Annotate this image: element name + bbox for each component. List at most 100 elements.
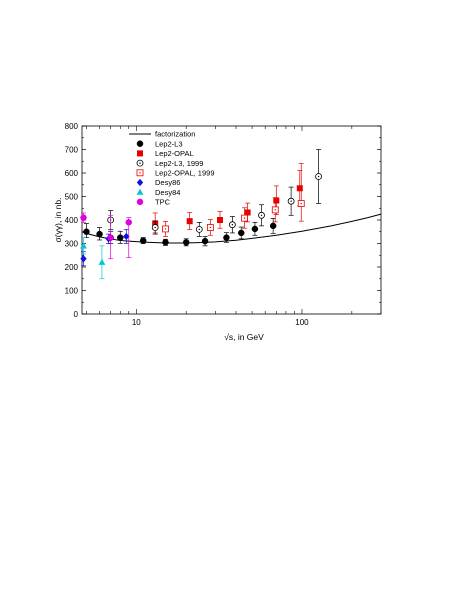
marker-shape bbox=[139, 237, 147, 244]
data-point bbox=[201, 236, 209, 247]
point-marker bbox=[258, 211, 265, 219]
data-point bbox=[228, 216, 236, 234]
legend-label: TPC bbox=[155, 198, 171, 207]
y-axis-ticks: 0 100 200 300 400 500 600 700 800 bbox=[65, 122, 381, 319]
marker-shape bbox=[83, 228, 90, 235]
marker-shape bbox=[125, 219, 132, 226]
marker-shape bbox=[136, 178, 144, 187]
series-lep2-opal-1999 bbox=[162, 163, 305, 237]
point-marker bbox=[195, 225, 203, 233]
marker-dot bbox=[300, 202, 302, 205]
data-point bbox=[251, 222, 259, 236]
legend-label: Lep2-L3 bbox=[155, 139, 183, 148]
data-point bbox=[123, 229, 130, 244]
data-point bbox=[297, 163, 305, 222]
marker-shape bbox=[216, 217, 223, 223]
data-point bbox=[98, 245, 106, 280]
point-marker bbox=[123, 232, 130, 241]
data-point bbox=[269, 218, 277, 234]
y-tick-label: 800 bbox=[65, 122, 79, 131]
x-axis-title: √s, in GeV bbox=[224, 332, 264, 342]
point-marker bbox=[269, 222, 277, 230]
marker-shape bbox=[182, 239, 190, 246]
marker-dot bbox=[209, 226, 212, 229]
point-marker bbox=[271, 206, 279, 214]
point-marker bbox=[273, 197, 280, 204]
marker-shape bbox=[136, 188, 144, 195]
point-marker bbox=[223, 234, 230, 241]
point-marker bbox=[117, 234, 124, 241]
legend-label: Desy86 bbox=[155, 178, 180, 187]
marker-shape bbox=[273, 197, 280, 204]
y-tick-label: 0 bbox=[74, 310, 79, 319]
point-marker bbox=[80, 214, 87, 221]
point-marker bbox=[80, 255, 87, 263]
x-axis-ticks: 10 100 bbox=[86, 126, 382, 327]
data-points-layer bbox=[80, 149, 322, 280]
data-point bbox=[80, 237, 87, 255]
data-point bbox=[182, 238, 190, 247]
point-marker bbox=[151, 224, 159, 231]
point-marker bbox=[139, 237, 147, 244]
legend-marker bbox=[136, 188, 144, 195]
legend-label: Lep2-OPAL, 1999 bbox=[155, 169, 215, 178]
point-marker bbox=[182, 239, 190, 246]
marker-shape bbox=[136, 140, 144, 147]
point-marker bbox=[296, 185, 303, 192]
marker-shape bbox=[162, 239, 169, 246]
y-tick-label: 100 bbox=[65, 287, 79, 296]
legend-item: TPC bbox=[136, 198, 171, 207]
marker-dot bbox=[231, 224, 234, 226]
legend-item: Lep2-OPAL bbox=[137, 149, 194, 158]
point-marker bbox=[216, 217, 223, 223]
point-marker bbox=[98, 258, 106, 265]
data-point bbox=[80, 212, 87, 223]
data-point bbox=[216, 211, 223, 229]
legend-item: Desy86 bbox=[136, 178, 180, 187]
y-tick-label: 500 bbox=[65, 193, 79, 202]
data-point bbox=[241, 207, 248, 229]
marker-shape bbox=[251, 225, 259, 233]
marker-dot bbox=[139, 172, 141, 174]
point-marker bbox=[251, 225, 259, 233]
point-marker bbox=[83, 228, 90, 235]
marker-shape bbox=[107, 234, 114, 241]
series-desy86 bbox=[80, 229, 130, 267]
legend-marker bbox=[136, 169, 144, 177]
y-tick-label: 700 bbox=[65, 146, 79, 155]
marker-shape bbox=[137, 150, 143, 157]
legend-item: factorization bbox=[129, 130, 195, 139]
legend-item: Lep2-L3, 1999 bbox=[136, 159, 203, 168]
legend-label: Desy84 bbox=[155, 188, 180, 197]
marker-shape bbox=[237, 229, 245, 237]
series-desy84 bbox=[80, 237, 106, 280]
data-point bbox=[315, 149, 322, 204]
y-tick-label: 600 bbox=[65, 169, 79, 178]
data-point bbox=[107, 214, 114, 260]
data-point bbox=[151, 220, 159, 235]
marker-shape bbox=[98, 258, 106, 265]
marker-shape bbox=[80, 214, 87, 221]
marker-shape bbox=[223, 234, 230, 241]
point-marker bbox=[237, 229, 245, 237]
marker-dot bbox=[164, 228, 167, 230]
point-marker bbox=[228, 221, 236, 229]
point-marker bbox=[241, 214, 248, 222]
data-point bbox=[96, 227, 103, 241]
marker-dot bbox=[198, 228, 200, 231]
data-point bbox=[258, 204, 265, 227]
marker-shape bbox=[136, 198, 144, 206]
marker-dot bbox=[243, 217, 246, 219]
point-marker bbox=[80, 242, 87, 249]
data-point bbox=[162, 238, 169, 246]
legend-label: Lep2-L3, 1999 bbox=[155, 159, 203, 168]
marker-shape bbox=[123, 232, 130, 241]
y-tick-label: 300 bbox=[65, 240, 79, 249]
data-point bbox=[195, 222, 203, 237]
data-point bbox=[139, 237, 147, 244]
legend-item: Desy84 bbox=[136, 188, 180, 197]
data-point bbox=[237, 226, 245, 240]
legend-item: Lep2-L3 bbox=[136, 139, 183, 148]
x-tick-label: 10 bbox=[132, 318, 141, 327]
